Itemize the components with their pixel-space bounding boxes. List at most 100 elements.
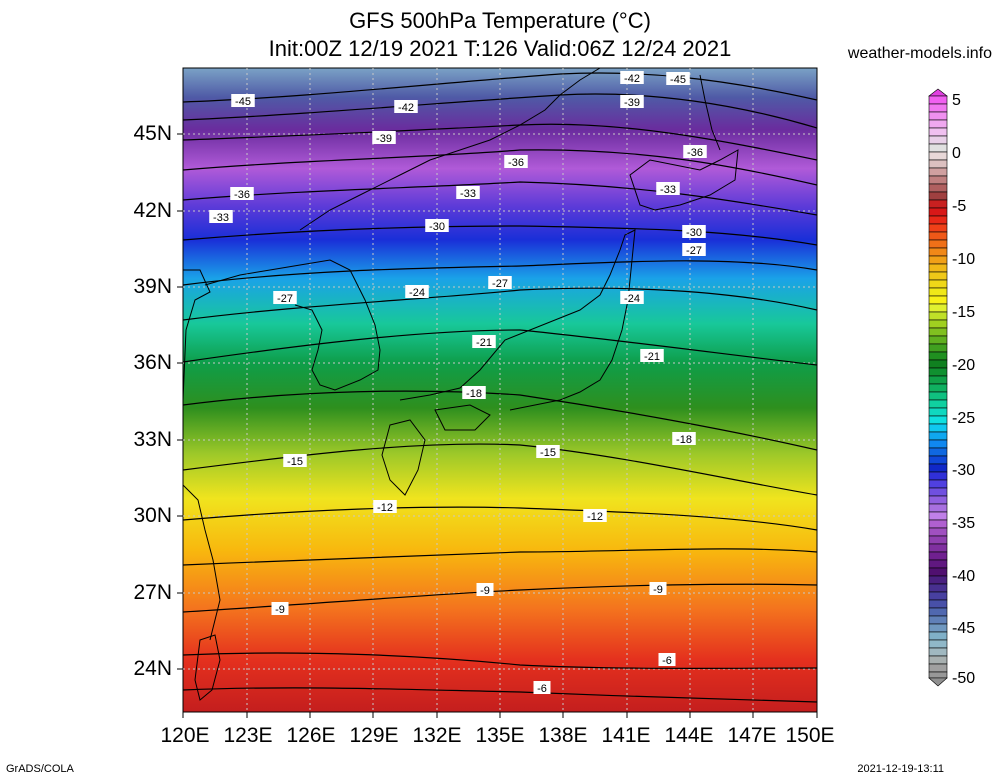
contour-label-box bbox=[672, 432, 696, 445]
lat-label: 36N bbox=[133, 351, 172, 374]
taiwan-coastline bbox=[194, 634, 221, 701]
contour-label: -33 bbox=[213, 212, 229, 224]
contour-label: -27 bbox=[277, 293, 293, 305]
contour-label-box bbox=[683, 145, 707, 158]
contour-line bbox=[183, 72, 817, 103]
software-credit: GrADS/COLA bbox=[6, 763, 74, 775]
japan-kyushu-coastline bbox=[381, 419, 426, 496]
contour-label-box bbox=[230, 187, 254, 200]
contour-line bbox=[183, 149, 817, 186]
colorbar-label: -35 bbox=[952, 515, 976, 532]
contour-label-box bbox=[372, 131, 396, 144]
contour-line bbox=[183, 181, 817, 216]
contour-label: -12 bbox=[377, 502, 393, 514]
contour-labels: -45 -45 -42 -42 -39 -39 -36 -36 -36 -33 -33 -33 -30 -… bbox=[209, 71, 707, 695]
contour-label: -42 bbox=[398, 102, 414, 114]
map-subtitle: Init:00Z 12/19 2021 T:126 Valid:06Z 12/2… bbox=[268, 36, 732, 61]
website-label: weather-models.info bbox=[847, 45, 992, 62]
lat-label: 27N bbox=[133, 581, 172, 604]
contour-label: -27 bbox=[686, 245, 702, 257]
contour-label-box bbox=[273, 291, 297, 304]
colorbar bbox=[928, 88, 948, 687]
colorbar-label: -40 bbox=[952, 568, 976, 585]
coastlines bbox=[183, 68, 739, 701]
contour-label-box bbox=[488, 276, 512, 289]
contour-label-box bbox=[682, 243, 706, 256]
x-axis-ticks bbox=[182, 712, 818, 718]
lat-label: 30N bbox=[133, 504, 172, 527]
contour-label: -12 bbox=[587, 511, 603, 523]
lon-label: 132E bbox=[412, 724, 462, 747]
contour-label-box bbox=[620, 71, 644, 84]
contour-label-box bbox=[231, 94, 255, 107]
lat-label: 24N bbox=[133, 657, 172, 680]
map-title: GFS 500hPa Temperature (°C) bbox=[349, 8, 651, 33]
contour-line bbox=[183, 506, 817, 531]
colorbar-top-arrow bbox=[928, 88, 948, 97]
generation-timestamp: 2021-12-19-13:11 bbox=[857, 763, 944, 775]
colorbar-label: -30 bbox=[952, 462, 976, 479]
contour-label-box bbox=[209, 210, 233, 223]
contour-line bbox=[183, 583, 817, 613]
contour-line bbox=[183, 687, 817, 703]
contour-label-box bbox=[472, 335, 496, 348]
contour-label: -45 bbox=[235, 96, 251, 108]
contour-label: -18 bbox=[466, 388, 482, 400]
contour-line bbox=[183, 329, 817, 366]
lon-label: 129E bbox=[349, 724, 399, 747]
contour-line bbox=[183, 390, 817, 451]
contour-label-box bbox=[536, 445, 560, 458]
contour-label: -6 bbox=[537, 683, 547, 695]
contour-label: -27 bbox=[492, 278, 508, 290]
colorbar-label: -20 bbox=[952, 357, 976, 374]
colorbar-label: 5 bbox=[952, 92, 961, 109]
contour-label-box bbox=[658, 653, 676, 666]
contour-label: -9 bbox=[480, 585, 490, 597]
colorbar-bottom-arrow bbox=[928, 677, 948, 687]
lat-label: 39N bbox=[133, 275, 172, 298]
contour-line bbox=[183, 260, 817, 286]
lon-label: 138E bbox=[538, 724, 588, 747]
y-axis-ticks bbox=[177, 133, 183, 670]
contour-label-box bbox=[425, 219, 449, 232]
contour-label: -30 bbox=[429, 221, 445, 233]
contour-label-box bbox=[640, 349, 664, 362]
contour-label-box bbox=[682, 225, 706, 238]
lat-label: 42N bbox=[133, 199, 172, 222]
lon-label: 123E bbox=[223, 724, 273, 747]
contour-label: -24 bbox=[624, 293, 640, 305]
contour-label-box bbox=[394, 100, 418, 113]
japan-honshu-coastline bbox=[399, 229, 636, 411]
contour-label-box bbox=[271, 602, 289, 615]
lat-label: 33N bbox=[133, 428, 172, 451]
contour-label: -9 bbox=[653, 584, 663, 596]
lon-label: 147E bbox=[727, 724, 777, 747]
contour-label-box bbox=[283, 454, 307, 467]
contour-label-box bbox=[666, 72, 690, 85]
contour-label-box bbox=[533, 681, 551, 694]
contour-line bbox=[183, 548, 817, 566]
lon-label: 144E bbox=[664, 724, 714, 747]
contour-label-box bbox=[462, 386, 486, 399]
colorbar-label: -15 bbox=[952, 304, 976, 321]
contour-label: -21 bbox=[644, 351, 660, 363]
contour-line bbox=[183, 652, 817, 669]
contour-label: -21 bbox=[476, 337, 492, 349]
colorbar-label: -10 bbox=[952, 251, 976, 268]
contour-label-box bbox=[656, 182, 680, 195]
contour-label: -39 bbox=[624, 97, 640, 109]
contour-line bbox=[183, 287, 817, 321]
lon-label: 150E bbox=[785, 724, 835, 747]
china-south-coastline bbox=[183, 484, 221, 641]
contour-label-box bbox=[504, 155, 528, 168]
lon-label: 120E bbox=[160, 724, 210, 747]
contour-label: -24 bbox=[409, 287, 425, 299]
contour-label: -15 bbox=[287, 456, 303, 468]
colorbar-label: -50 bbox=[952, 670, 976, 687]
japan-shikoku-coastline bbox=[434, 404, 491, 431]
colorbar-label: -25 bbox=[952, 410, 976, 427]
contour-label: -33 bbox=[460, 188, 476, 200]
contour-label-box bbox=[373, 500, 397, 513]
contour-label: -33 bbox=[660, 184, 676, 196]
